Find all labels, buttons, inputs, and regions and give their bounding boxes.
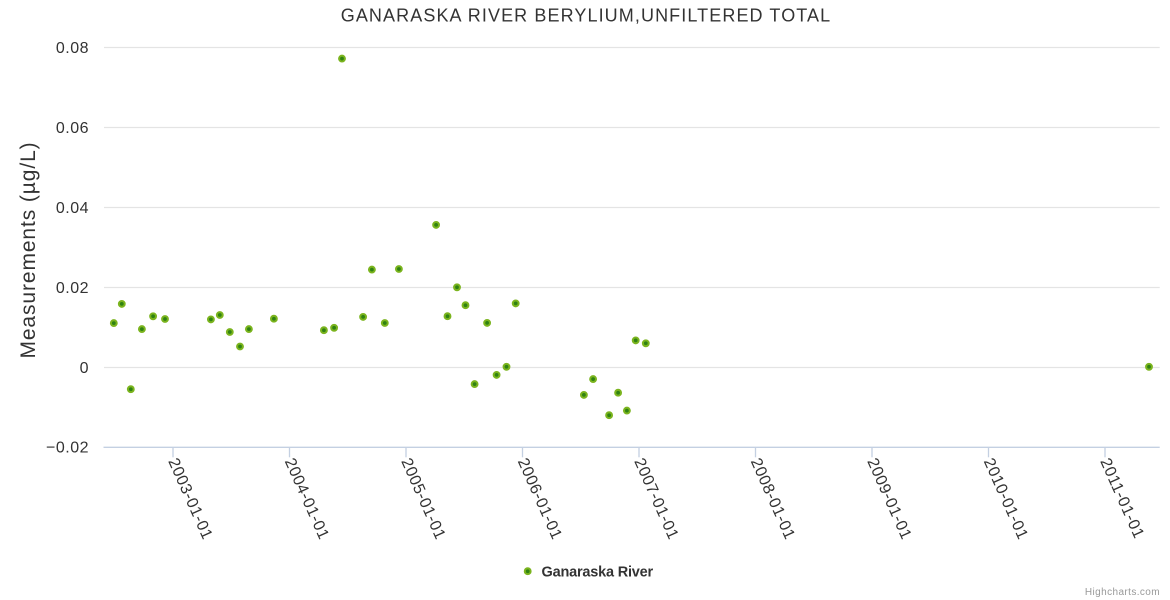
svg-text:0.04: 0.04 [56,200,89,217]
svg-text:Ganaraska River: Ganaraska River [542,565,654,581]
svg-text:Measurements (µg/L): Measurements (µg/L) [17,141,40,358]
svg-text:0: 0 [80,360,89,377]
svg-text:−0.02: −0.02 [46,440,89,457]
svg-text:Highcharts.com: Highcharts.com [1085,587,1160,598]
svg-text:GANARASKA RIVER BERYLIUM,UNFIL: GANARASKA RIVER BERYLIUM,UNFILTERED TOTA… [341,6,832,26]
svg-text:0.08: 0.08 [56,40,89,57]
svg-text:0.06: 0.06 [56,120,89,137]
svg-text:0.02: 0.02 [56,280,89,297]
